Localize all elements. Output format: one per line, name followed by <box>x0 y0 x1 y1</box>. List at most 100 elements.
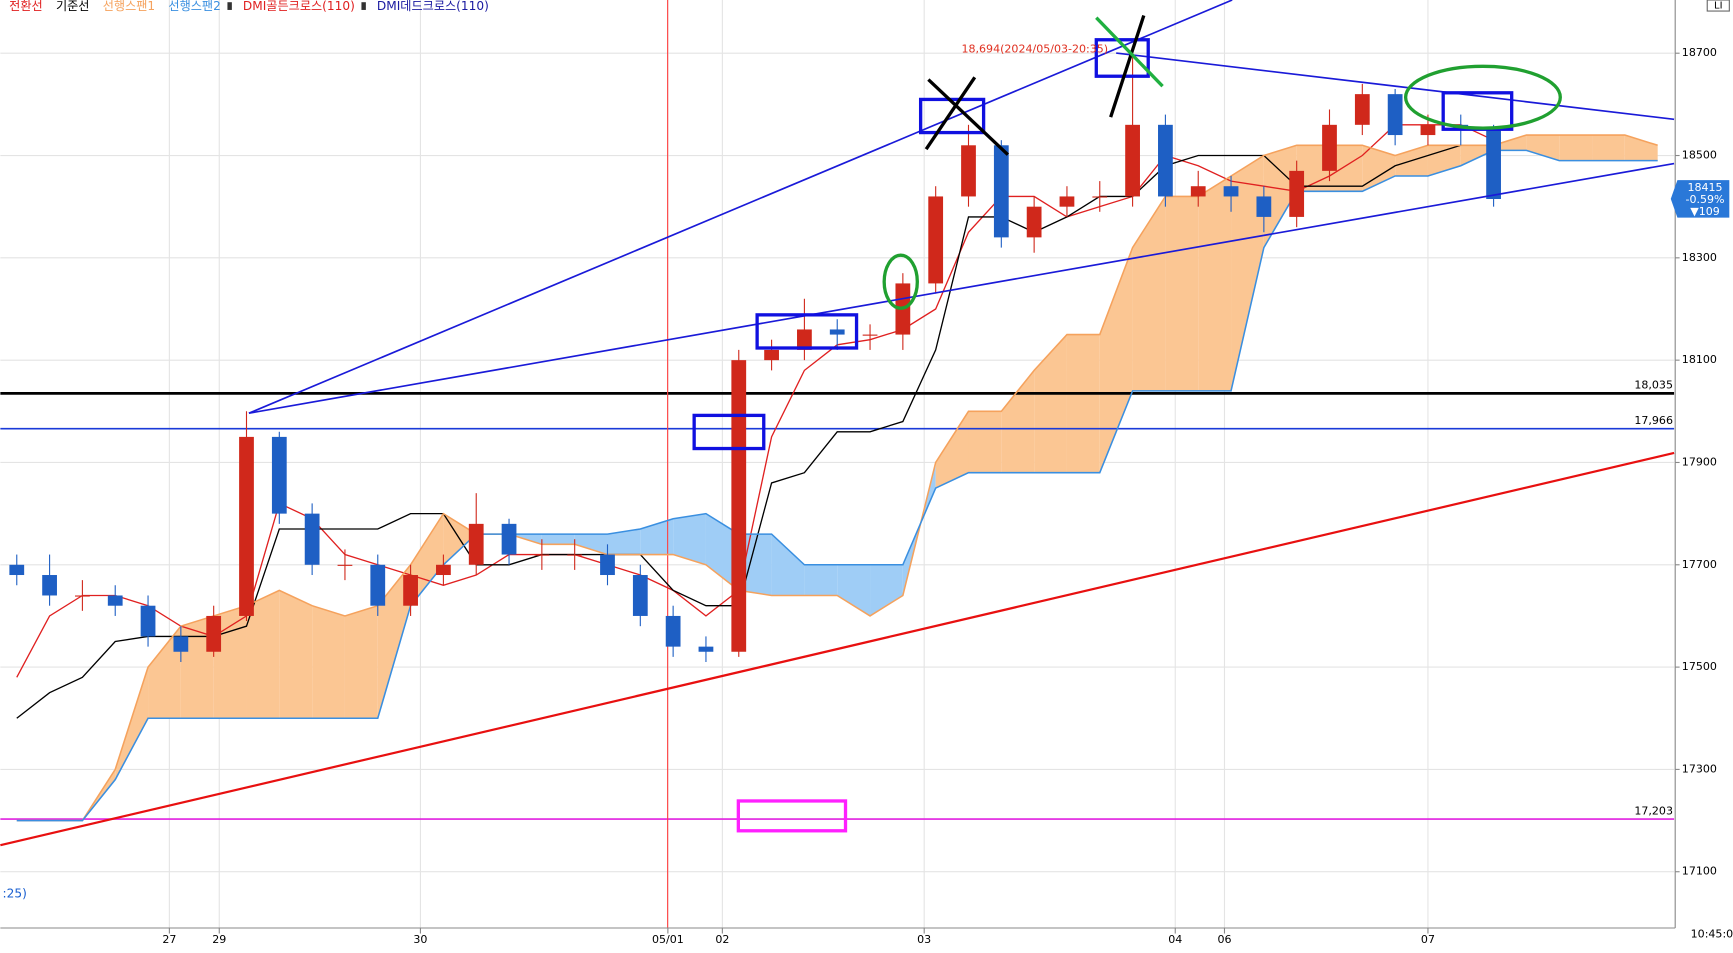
candle-body <box>206 615 222 652</box>
box <box>755 313 859 350</box>
candle-body <box>632 575 648 616</box>
candle-body <box>567 554 583 556</box>
corner-label[interactable]: LI <box>1714 1 1722 12</box>
axes: 17100 17300 17500 17700 17900 18100 18300 18500… <box>162 46 1717 946</box>
candle-body <box>764 349 779 361</box>
x-tick-label: 30 <box>413 933 427 946</box>
cloud-segment <box>640 518 674 555</box>
y-tick-label: 18700 <box>1682 46 1717 59</box>
cloud-segment <box>1493 135 1527 151</box>
drawings <box>0 0 1675 847</box>
candle-body <box>862 334 878 336</box>
box <box>918 97 986 135</box>
levels: 18,035 17,966 17,203 <box>0 379 1675 820</box>
cloud-segment <box>1132 196 1166 391</box>
cloud-segment <box>148 626 181 719</box>
x-tick-label: 29 <box>212 933 226 946</box>
y-tick-label: 18100 <box>1682 353 1717 366</box>
candle-body <box>534 554 550 556</box>
candle-body <box>1059 196 1075 207</box>
candle-body <box>436 564 451 576</box>
circle <box>882 253 919 310</box>
trendline <box>1116 52 1675 121</box>
price: 18415 <box>1687 181 1722 194</box>
cloud-segment <box>804 564 838 596</box>
indicator-line <box>16 134 1658 822</box>
candle-body <box>961 145 976 197</box>
cloud-segment <box>968 411 1002 473</box>
candle-body <box>107 595 123 606</box>
cross <box>1095 16 1164 88</box>
legend-icon <box>361 2 366 10</box>
level-label: 17,203 <box>1634 804 1673 817</box>
cloud-segment <box>180 615 214 719</box>
legend-icon <box>227 2 232 10</box>
box <box>692 413 766 451</box>
legend-entry: 선행스팬1 <box>103 0 155 13</box>
annotation: 18,694(2024/05/03-20:35) <box>962 43 1109 56</box>
cloud-segment <box>837 564 871 616</box>
cloud-segment <box>1559 135 1593 161</box>
cloud-segment <box>574 534 608 555</box>
legend-entry: 선행스팬2 <box>168 0 220 13</box>
candle-body <box>1092 196 1108 198</box>
y-tick-label: 17900 <box>1682 455 1717 468</box>
cloud-segment <box>1099 247 1133 473</box>
cloud-segment <box>344 605 378 719</box>
candle-body <box>1158 124 1173 197</box>
candle-body <box>1223 186 1239 197</box>
x-tick-label: 07 <box>1421 933 1435 946</box>
candle-body <box>75 595 90 597</box>
candle-body <box>1256 196 1272 217</box>
legend-entry: 기준선 <box>56 0 90 13</box>
candle-body <box>403 575 418 606</box>
cloud-segment <box>1165 196 1199 391</box>
cloud-segment <box>246 590 280 719</box>
candle-body <box>928 196 944 284</box>
candle-body <box>665 615 681 647</box>
candle-body <box>829 329 845 335</box>
candle-body <box>1387 94 1403 136</box>
cloud-segment <box>1460 145 1494 166</box>
candle-body <box>1289 170 1305 217</box>
candle-body <box>1354 94 1370 125</box>
price-diff: ▼109 <box>1690 205 1720 218</box>
cloud <box>82 135 1658 821</box>
cloud-segment <box>377 564 411 719</box>
candle-body <box>468 523 484 565</box>
corner-button[interactable] <box>1706 0 1730 12</box>
x-tick-label: 02 <box>715 933 729 946</box>
cloud-segment <box>1034 334 1067 473</box>
x-tick-label: 03 <box>917 933 931 946</box>
cloud-segment <box>1263 145 1297 248</box>
y-axis-panel <box>1675 0 1733 949</box>
x-tick-label: 04 <box>1168 933 1182 946</box>
y-tick-label: 18500 <box>1682 149 1717 162</box>
cloud-segment <box>607 528 641 555</box>
candle-body <box>173 636 189 652</box>
level-label: 17,966 <box>1634 414 1673 427</box>
indicator-line <box>16 149 1658 822</box>
cloud-segment <box>115 667 149 780</box>
legend-entry: DMI골든크로스(110) <box>243 0 355 13</box>
y-tick-label: 17300 <box>1682 762 1717 775</box>
cloud-segment <box>1198 175 1232 391</box>
cloud-segment <box>705 513 739 591</box>
cross <box>924 76 977 151</box>
candle-body <box>1486 129 1501 200</box>
cloud-segment <box>509 534 542 545</box>
cloud-segment <box>410 513 444 606</box>
candle-body <box>9 564 25 576</box>
legend-entry: 전환선 <box>9 0 43 13</box>
candle-body <box>698 646 714 652</box>
price-change: -0.59% <box>1686 193 1725 206</box>
y-tick-label: 17100 <box>1682 865 1717 878</box>
cloud-segment <box>312 605 345 719</box>
candle-body <box>1190 186 1206 197</box>
cloud-segment <box>1526 135 1560 161</box>
candle-body <box>337 564 353 566</box>
cross <box>1109 14 1146 118</box>
box <box>736 799 848 833</box>
